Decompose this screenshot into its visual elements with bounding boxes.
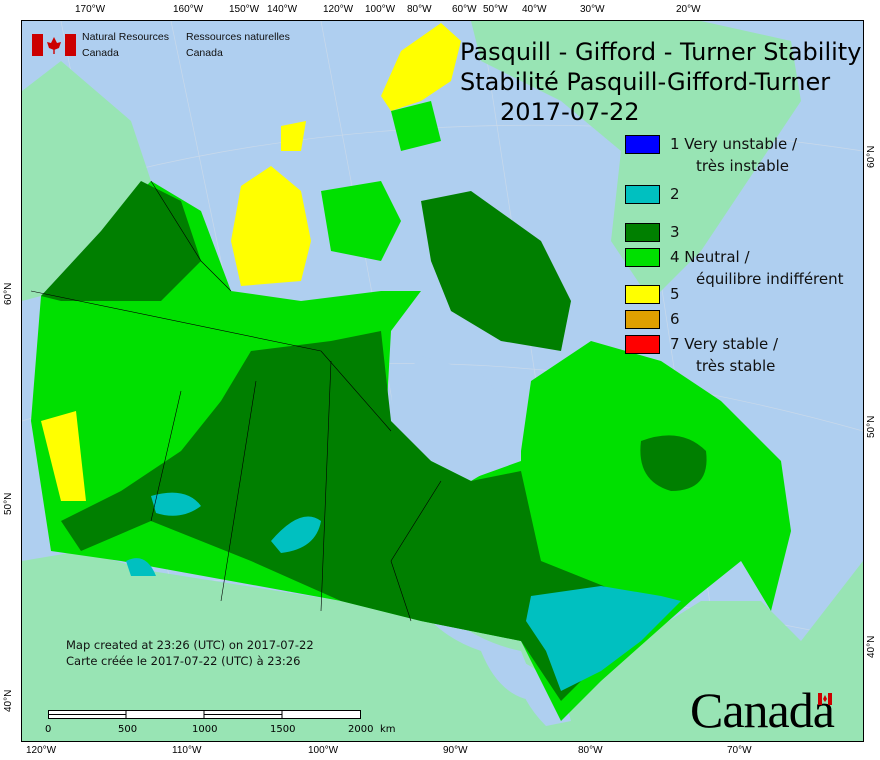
legend-label-en: 6 [670, 310, 680, 328]
legend-swatch [625, 335, 660, 354]
bottom-tick: 100°W [308, 745, 339, 756]
stability-map [22, 21, 863, 741]
right-tick: 40°N [866, 635, 877, 658]
top-tick: 40°W [522, 4, 547, 15]
canada-class3 [41, 181, 641, 701]
legend-label-fr: très instable [696, 157, 790, 175]
legend-swatch [625, 248, 660, 267]
top-tick: 170°W [75, 4, 106, 15]
legend-item: 4 Neutral / équilibre indifférent [625, 246, 844, 290]
canada-flag-icon [32, 34, 76, 56]
scale-label: 1500 [270, 724, 296, 735]
map-title: Pasquill - Gifford - Turner Stability St… [460, 37, 861, 127]
usa-land [22, 551, 863, 741]
credit-fr: Carte créée le 2017-07-22 (UTC) à 23:26 [66, 654, 301, 668]
legend-label: 4 Neutral / équilibre indifférent [670, 246, 844, 290]
legend-swatch [625, 185, 660, 204]
top-tick: 80°W [407, 4, 432, 15]
map-credits: Map created at 23:26 (UTC) on 2017-07-22… [66, 637, 314, 669]
agency-fr-line2: Canada [186, 47, 223, 59]
title-fr: Stabilité Pasquill-Gifford-Turner [460, 68, 831, 96]
legend-swatch [625, 285, 660, 304]
canada-class4-islands [321, 101, 441, 261]
top-tick: 100°W [365, 4, 396, 15]
title-en: Pasquill - Gifford - Turner Stability [460, 38, 862, 66]
legend-label-en: 4 Neutral / [670, 248, 750, 266]
top-tick: 160°W [173, 4, 204, 15]
bottom-tick: 70°W [727, 745, 752, 756]
top-tick: 150°W [229, 4, 260, 15]
legend-label: 7 Very stable / très stable [670, 333, 778, 377]
legend-item: 3 [625, 221, 680, 243]
top-tick: 140°W [267, 4, 298, 15]
scale-unit: km [380, 724, 396, 735]
top-tick: 120°W [323, 4, 354, 15]
title-date: 2017-07-22 [500, 98, 640, 126]
scale-bar-graphic [48, 710, 361, 719]
legend-label-fr: très stable [696, 357, 776, 375]
canada-class2-ontario [526, 586, 681, 691]
map-frame: Natural Resources Canada Ressources natu… [21, 20, 864, 742]
legend-item: 2 [625, 183, 680, 205]
greenland-land [471, 21, 801, 301]
legend-swatch [625, 223, 660, 242]
left-tick: 40°N [3, 689, 14, 712]
wordmark-text: Canada [690, 682, 835, 738]
scale-label: 0 [45, 724, 52, 735]
canada-class2-prairie [126, 492, 321, 576]
credit-en: Map created at 23:26 (UTC) on 2017-07-22 [66, 638, 314, 652]
bottom-tick: 110°W [172, 745, 202, 756]
bottom-tick: 80°W [578, 745, 603, 756]
legend-item: 1 Very unstable / très instable [625, 133, 797, 177]
great-lakes [431, 601, 571, 726]
legend-label: 3 [670, 221, 680, 243]
legend-label-en: 3 [670, 223, 680, 241]
hudson-bay [391, 356, 521, 479]
legend-label-en: 7 Very stable / [670, 335, 779, 353]
legend-item: 5 [625, 283, 680, 305]
right-tick: 50°N [866, 415, 877, 438]
baffin-island [421, 191, 571, 351]
scale-label: 500 [118, 724, 138, 735]
legend-item: 7 Very stable / très stable [625, 333, 778, 377]
bottom-tick: 120°W [26, 745, 57, 756]
legend-item: 6 [625, 308, 680, 330]
top-tick: 30°W [580, 4, 605, 15]
agency-fr-line1: Ressources naturelles [186, 31, 290, 43]
legend-swatch [625, 135, 660, 154]
legend-label-en: 1 Very unstable / [670, 135, 798, 153]
alaska-land [22, 61, 151, 301]
quebec-class3 [640, 435, 707, 491]
province-borders [30, 180, 442, 622]
left-tick: 60°N [3, 282, 14, 305]
agency-en-line2: Canada [82, 47, 119, 59]
top-tick: 20°W [676, 4, 701, 15]
canada-class5-ellesmere [381, 23, 461, 111]
legend-label: 6 [670, 308, 680, 330]
legend-swatch [625, 310, 660, 329]
legend-label-en: 2 [670, 185, 680, 203]
canada-class5-islands [41, 121, 311, 501]
scale-label: 1000 [192, 724, 218, 735]
legend-label: 2 [670, 183, 680, 205]
canada-wordmark: Canada [690, 681, 835, 739]
wordmark-flag-icon [817, 693, 832, 705]
scale-bar: 0 500 1000 1500 2000 km [45, 705, 396, 738]
agency-en-line1: Natural Resources [82, 31, 169, 43]
legend-label: 5 [670, 283, 680, 305]
bottom-tick: 90°W [443, 745, 468, 756]
legend-label-fr: équilibre indifférent [696, 270, 844, 288]
legend-label-en: 5 [670, 285, 680, 303]
legend-label: 1 Very unstable / très instable [670, 133, 797, 177]
top-tick: 50°W [483, 4, 508, 15]
top-tick: 60°W [452, 4, 477, 15]
scale-label: 2000 [348, 724, 374, 735]
right-tick: 60°N [866, 145, 877, 168]
left-tick: 50°N [3, 492, 14, 515]
